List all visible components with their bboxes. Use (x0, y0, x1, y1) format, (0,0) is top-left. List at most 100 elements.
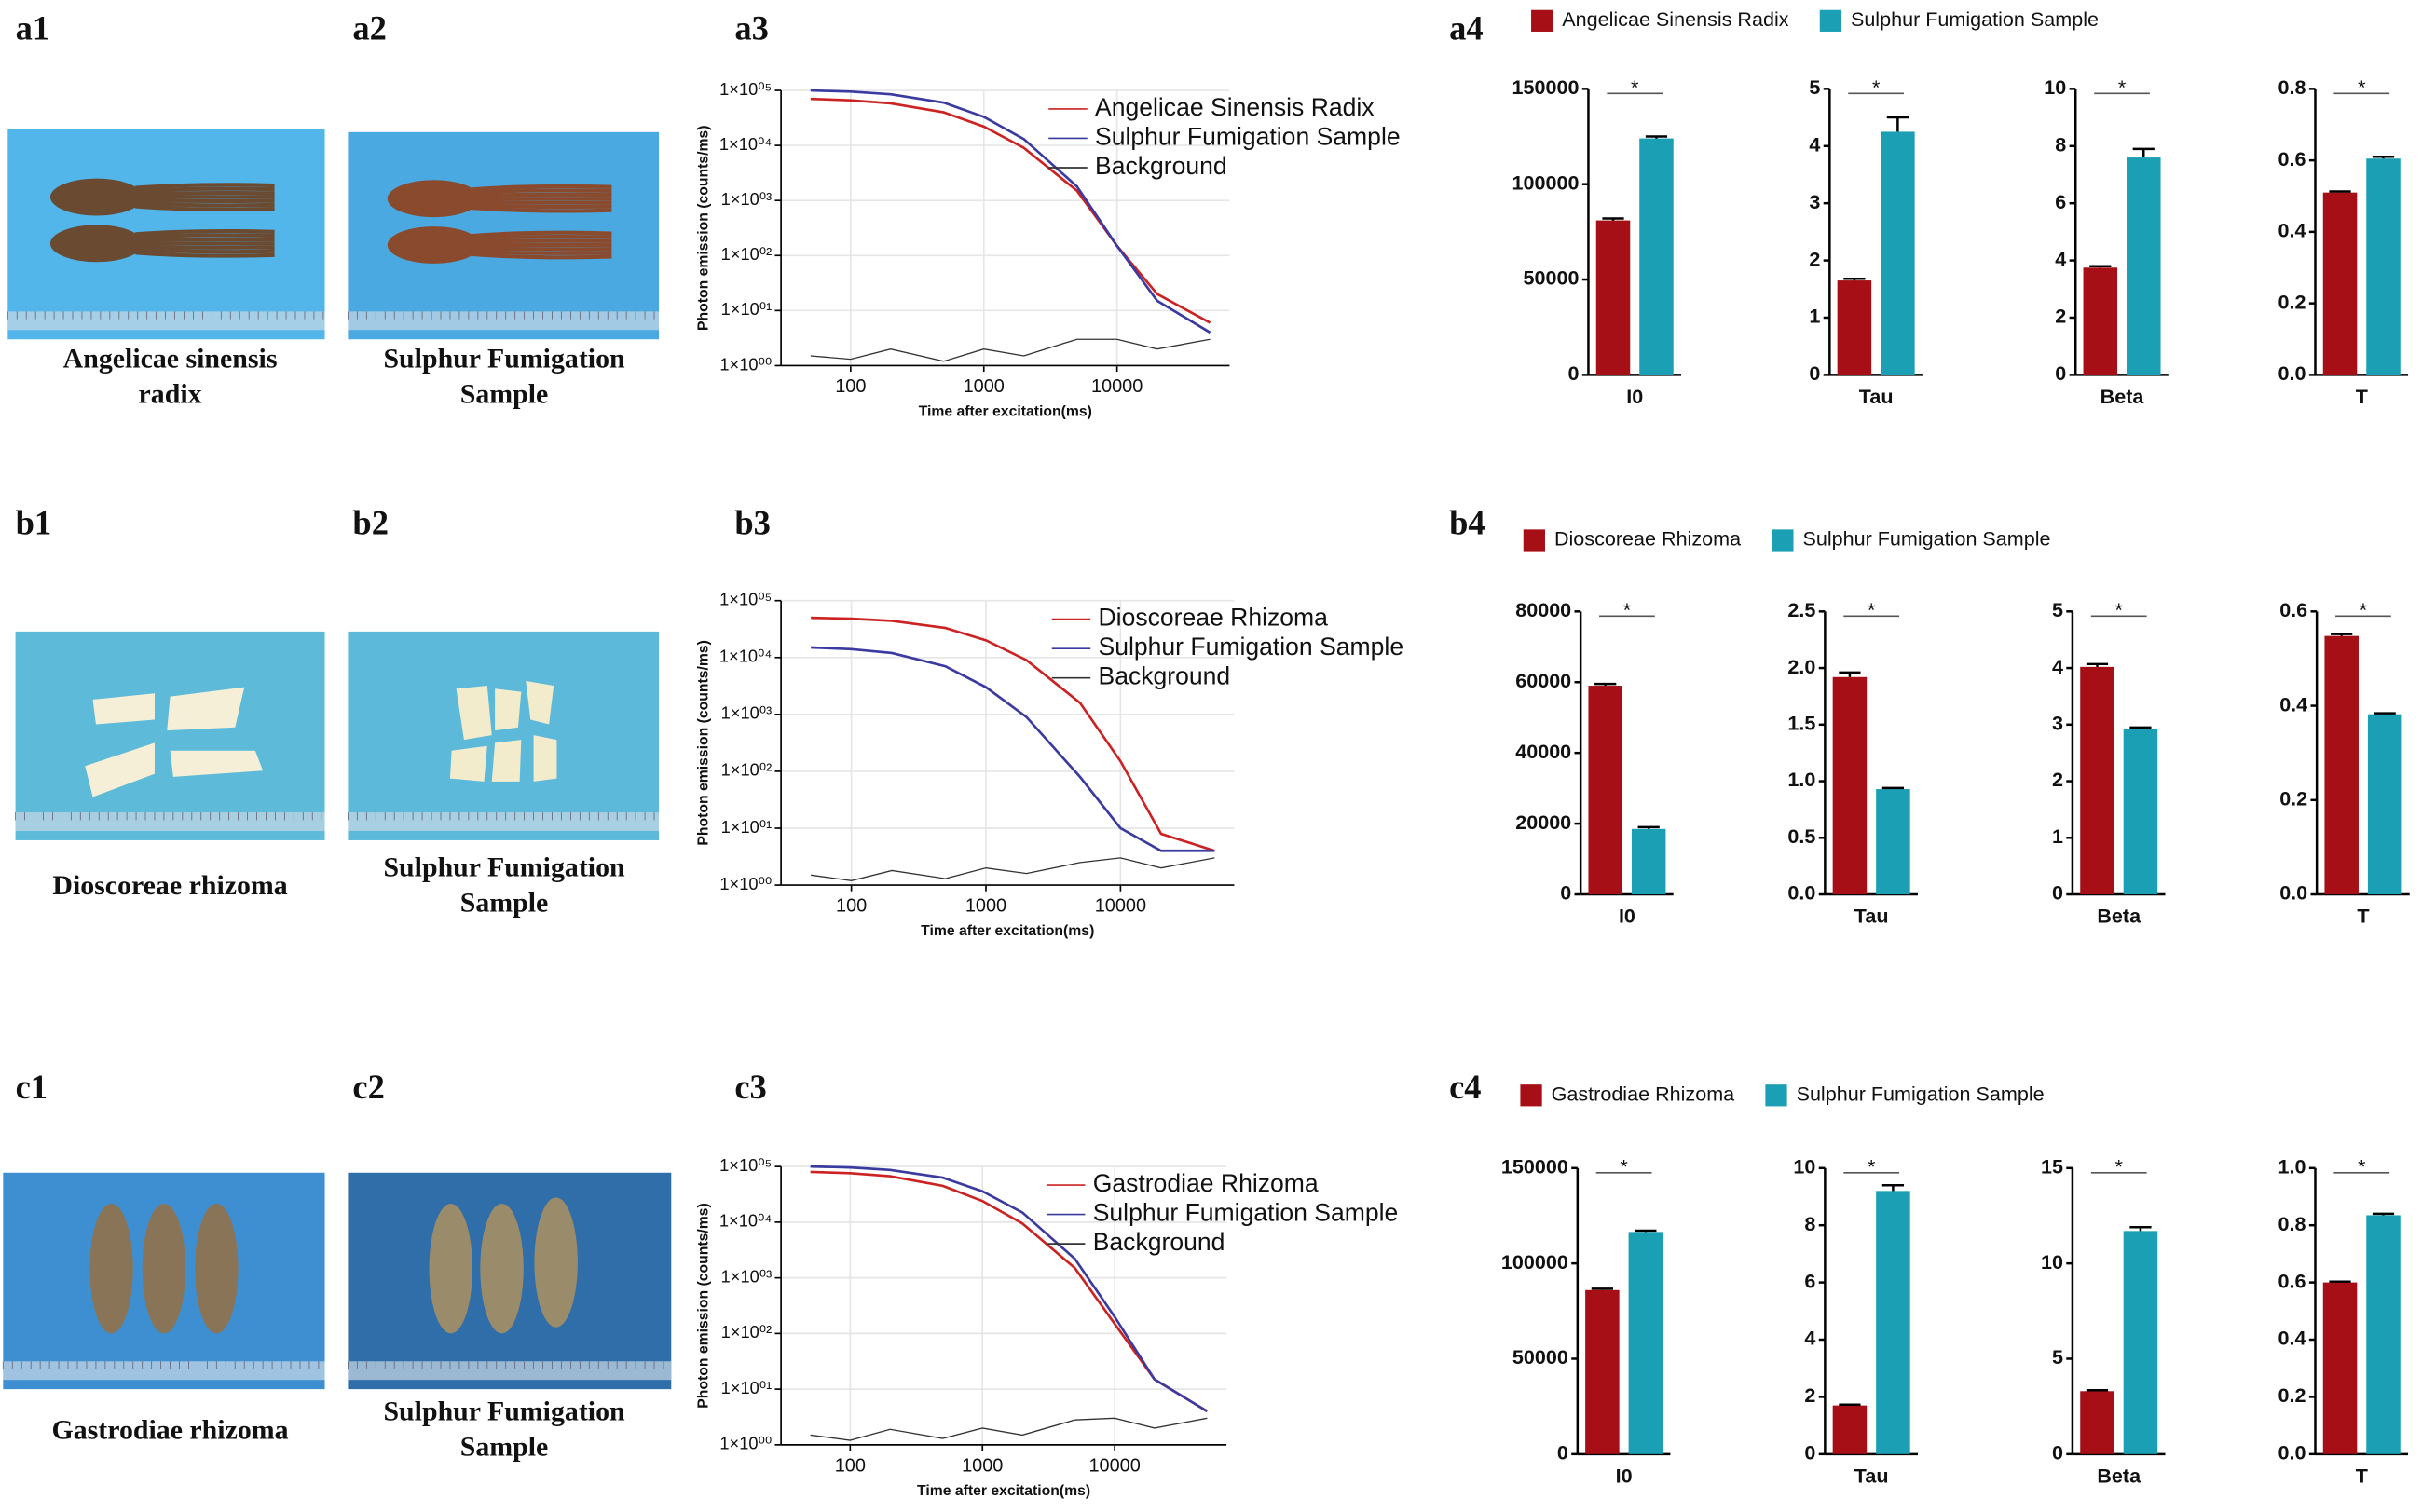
legend-label: Gastrodiae Rhizoma (1552, 1082, 1735, 1105)
specimen (472, 238, 612, 244)
panel-label: c1 (16, 1068, 48, 1106)
bar (2366, 158, 2401, 375)
series-line (810, 89, 1211, 334)
specimen (135, 191, 275, 197)
y-tick-label: 0.2 (2278, 1383, 2306, 1407)
bar (2123, 729, 2158, 895)
y-tick-label: 80000 (1515, 598, 1571, 621)
x-tick-label: 100 (835, 376, 866, 397)
y-tick-label: 2 (2052, 768, 2063, 791)
error-bar (1591, 1287, 1614, 1290)
bar (1876, 789, 1910, 895)
y-tick-label: 1×10⁰² (721, 1322, 773, 1342)
y-tick-label: 1×10⁰² (721, 760, 773, 780)
x-axis-label: Time after excitation(ms) (917, 1483, 1090, 1499)
error-bar (2329, 190, 2351, 193)
significance-mark: * (2360, 598, 2368, 621)
y-tick-label: 0 (2052, 1441, 2063, 1464)
x-tick-label: Beta (2097, 905, 2141, 928)
error-bar (1839, 1403, 1861, 1406)
y-tick-label: 1×10⁰⁴ (719, 647, 772, 666)
x-axis-label: Time after excitation(ms) (919, 403, 1092, 419)
error-bar (2086, 1389, 2109, 1392)
y-tick-label: 8 (2055, 132, 2066, 156)
panel-label: c2 (352, 1068, 384, 1106)
error-bar (2331, 633, 2353, 636)
y-tick-label: 1×10⁰³ (721, 189, 773, 209)
panel-label: b2 (352, 503, 389, 541)
x-tick-label: 10000 (1095, 896, 1146, 917)
y-tick-label: 1×10⁰³ (721, 1266, 773, 1286)
specimen (472, 235, 612, 241)
legend-label: Sulphur Fumigation Sample (1802, 527, 2050, 551)
specimen (534, 1197, 578, 1328)
bar (1832, 1405, 1868, 1454)
panel-label: a1 (16, 8, 50, 47)
legend-label: Sulphur Fumigation Sample (1093, 1199, 1399, 1227)
y-tick-label: 1×10⁰³ (721, 703, 773, 723)
legend-label: Angelicae Sinensis Radix (1562, 7, 1789, 31)
error-bar (1645, 135, 1668, 139)
bar (2322, 1282, 2358, 1454)
specimen (135, 186, 275, 193)
specimen (472, 184, 612, 192)
panel-label: c3 (734, 1068, 766, 1106)
panel-label: c4 (1449, 1068, 1481, 1106)
photo (15, 631, 325, 840)
significance-mark: * (2115, 1154, 2124, 1178)
legend-label: Background (1093, 1228, 1225, 1256)
significance-mark: * (1868, 598, 1876, 621)
panel-label: a2 (352, 8, 387, 47)
bar (2366, 1215, 2401, 1454)
photo-ruler (348, 1361, 672, 1381)
error-bar (2372, 156, 2395, 159)
y-tick-label: 0.2 (2278, 290, 2306, 313)
legend-label: Background (1099, 662, 1231, 690)
y-tick-label: 0 (1804, 1441, 1815, 1464)
specimen (142, 1203, 186, 1334)
x-tick-label: 100 (835, 1455, 866, 1476)
x-tick-label: I0 (1619, 905, 1635, 928)
x-tick-label: I0 (1616, 1464, 1633, 1487)
x-tick-label: Beta (2097, 1464, 2141, 1487)
bar (2123, 1231, 2158, 1454)
legend-label: Sulphur Fumigation Sample (1797, 1082, 2045, 1105)
photo-caption: Dioscoreae rhizoma (52, 870, 287, 901)
series-line (810, 1165, 1209, 1412)
specimen (472, 192, 612, 198)
x-tick-label: 1000 (962, 1455, 1003, 1476)
y-tick-label: 5 (2052, 598, 2063, 621)
specimen (472, 188, 612, 195)
y-tick-label: 1×10⁰¹ (721, 299, 773, 319)
y-tick-label: 1×10⁰⁵ (719, 590, 772, 609)
x-axis-label: Time after excitation(ms) (921, 923, 1094, 939)
error-bar (2129, 1226, 2152, 1232)
photo (348, 631, 660, 840)
y-tick-label: 1×10⁰⁵ (719, 79, 772, 99)
specimen (135, 244, 275, 250)
specimen (533, 735, 557, 782)
y-axis-label: Photon emission (counts/ms) (695, 640, 711, 846)
y-tick-label: 0.0 (2278, 1441, 2306, 1464)
error-bar (1602, 217, 1624, 221)
y-tick-label: 60000 (1515, 669, 1571, 692)
error-bar (2086, 662, 2109, 667)
photo-caption: Gastrodiae rhizoma (52, 1414, 289, 1445)
specimen (472, 206, 612, 213)
y-tick-label: 15 (2041, 1154, 2063, 1178)
y-tick-label: 100000 (1501, 1250, 1568, 1274)
significance-mark: * (1620, 1154, 1628, 1178)
y-tick-label: 3 (2052, 712, 2063, 735)
legend-label: Sulphur Fumigation Sample (1851, 7, 2099, 31)
bar (2080, 666, 2114, 895)
specimen (135, 204, 275, 211)
error-bar (2132, 147, 2155, 158)
y-tick-label: 1×10⁰⁰ (719, 1434, 772, 1453)
photo-caption: Angelicae sinensis (63, 343, 278, 374)
error-bar (1635, 1229, 1657, 1233)
y-tick-label: 1 (2052, 824, 2063, 848)
bar (2080, 1391, 2114, 1454)
y-tick-label: 0.0 (2279, 881, 2307, 905)
y-tick-label: 50000 (1512, 1345, 1568, 1369)
